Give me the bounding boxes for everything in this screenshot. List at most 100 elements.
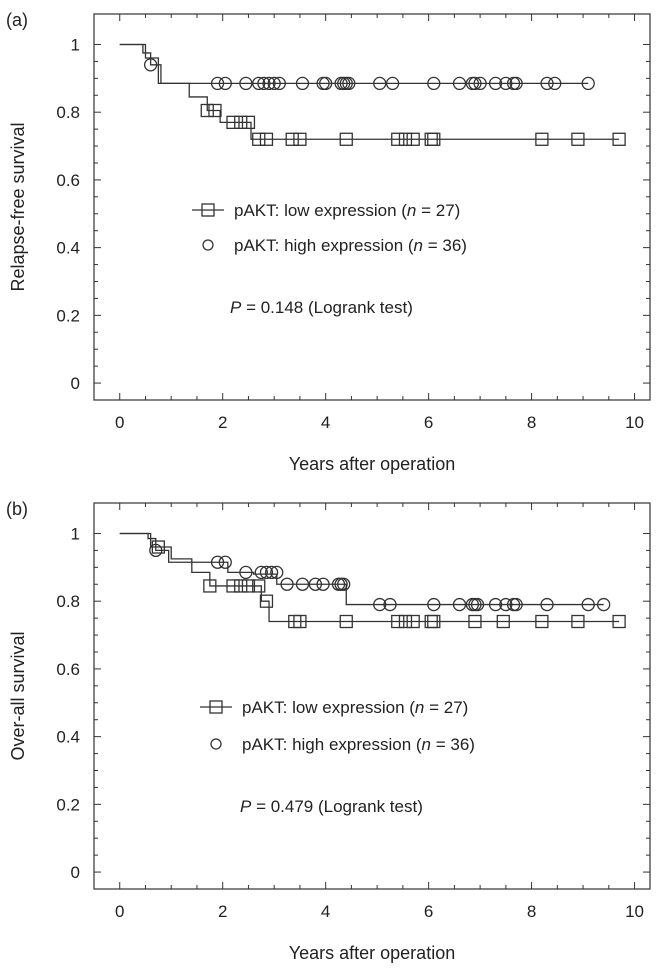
censor-marker-square bbox=[571, 614, 585, 629]
overall-survival-panel: (b) 0 2 4 6 8 10 0 0.2 0.4 0.6 0.8 1 Years after oper… bbox=[0, 489, 665, 978]
y-tick-label: 0.8 bbox=[56, 592, 80, 611]
y-tick-label: 0.4 bbox=[56, 239, 80, 258]
x-tick-label: 4 bbox=[321, 413, 330, 432]
censor-marker-square bbox=[226, 579, 240, 593]
censor-marker-circle bbox=[452, 597, 467, 612]
legend: pAKT: low expression (n = 27) pAKT: high … bbox=[200, 698, 475, 754]
y-tick-label: 0 bbox=[71, 863, 80, 882]
censor-marker-circle bbox=[499, 597, 513, 612]
y-tick-label: 0.6 bbox=[56, 660, 80, 679]
censor-marker-square bbox=[468, 614, 482, 629]
censor-marker-square bbox=[339, 132, 353, 146]
legend: pAKT: low expression (n = 27) pAKT: high … bbox=[192, 201, 467, 255]
overall-survival-chart: (b) 0 2 4 6 8 10 0 0.2 0.4 0.6 0.8 1 Years after oper… bbox=[6, 499, 651, 963]
survival-step-line bbox=[119, 532, 620, 623]
censor-marker-circle bbox=[210, 555, 225, 569]
y-tick-label: 0.6 bbox=[56, 171, 80, 190]
censor-marker-square bbox=[208, 103, 222, 118]
survival-step-line bbox=[119, 532, 604, 606]
censor-marker-circle bbox=[264, 565, 279, 580]
x-tick-label: 10 bbox=[625, 902, 644, 921]
x-tick-label: 0 bbox=[115, 413, 124, 432]
censor-marker-circle bbox=[218, 76, 232, 91]
legend-circle-marker bbox=[202, 239, 214, 251]
censor-marker-square bbox=[259, 594, 274, 608]
censor-marker-square bbox=[427, 614, 441, 629]
censor-marker-circle bbox=[373, 597, 387, 612]
censor-marker-circle bbox=[252, 76, 266, 91]
censor-marker-square bbox=[406, 614, 420, 629]
y-tick-label: 0.8 bbox=[56, 103, 80, 122]
censor-marker-square bbox=[293, 132, 307, 146]
censor-marker-square bbox=[535, 132, 549, 146]
plot-frame bbox=[93, 502, 651, 890]
x-axis-label: Years after operation bbox=[289, 454, 455, 474]
censor-marker-circle bbox=[383, 597, 397, 612]
censor-marker-square bbox=[241, 579, 256, 593]
censor-marker-circle bbox=[295, 577, 310, 591]
censor-marker-circle bbox=[473, 76, 487, 91]
series-high-expression bbox=[119, 532, 611, 612]
censor-marker-square bbox=[496, 614, 510, 629]
y-tick-label: 1 bbox=[71, 35, 80, 54]
censor-marker-circle bbox=[337, 577, 351, 591]
x-tick-label: 2 bbox=[218, 413, 227, 432]
censor-marker-circle bbox=[257, 76, 271, 91]
legend-label: pAKT: high expression (n = 36) bbox=[234, 236, 467, 255]
censor-marker-square bbox=[151, 540, 166, 554]
censor-marker-circle bbox=[452, 76, 467, 91]
y-axis-label: Relapse-free survival bbox=[8, 122, 28, 291]
series-low-expression bbox=[119, 532, 626, 629]
censor-marker-circle bbox=[488, 76, 503, 91]
censor-marker-circle bbox=[319, 76, 333, 91]
censor-marker-circle bbox=[470, 597, 485, 612]
censor-marker-circle bbox=[218, 555, 232, 569]
censor-marker-circle bbox=[581, 76, 595, 91]
censor-marker-circle bbox=[499, 76, 513, 91]
censor-marker-circle bbox=[385, 76, 400, 91]
legend-label: pAKT: high expression (n = 36) bbox=[242, 735, 475, 754]
censor-marker-circle bbox=[342, 76, 356, 91]
censor-marker-circle bbox=[272, 76, 286, 91]
censor-marker-circle bbox=[597, 597, 611, 612]
censor-marker-circle bbox=[267, 76, 281, 91]
censor-marker-square bbox=[339, 614, 353, 629]
censor-marker-circle bbox=[468, 76, 482, 91]
censor-marker-square bbox=[391, 614, 405, 629]
relapse-free-survival-panel: (a) 0 2 4 6 8 10 0 0.2 0.4 0.6 0.8 1 Years after oper… bbox=[6, 10, 651, 474]
censor-marker-circle bbox=[427, 76, 441, 91]
legend-label: pAKT: low expression (n = 27) bbox=[234, 201, 460, 220]
x-tick-label: 4 bbox=[321, 902, 330, 921]
censor-marker-square bbox=[241, 115, 256, 130]
series-high-expression bbox=[119, 43, 595, 91]
censor-marker-circle bbox=[270, 565, 284, 580]
censor-marker-circle bbox=[373, 76, 387, 91]
censor-marker-square bbox=[535, 614, 549, 629]
censor-marker-square bbox=[427, 132, 441, 146]
legend-square-marker bbox=[209, 700, 223, 714]
axes: 0 2 4 6 8 10 0 0.2 0.4 0.6 0.8 1 bbox=[56, 14, 650, 432]
logrank-annotation: P = 0.479 (Logrank test) bbox=[240, 797, 423, 816]
censor-marker-circle bbox=[548, 76, 562, 91]
censor-marker-square bbox=[252, 132, 266, 146]
censor-marker-square bbox=[259, 132, 274, 146]
y-axis-label: Over-all survival bbox=[8, 631, 28, 760]
legend-square-marker bbox=[201, 203, 215, 217]
y-tick-label: 0 bbox=[71, 374, 80, 393]
censor-marker-circle bbox=[316, 577, 330, 591]
censor-marker-circle bbox=[509, 597, 523, 612]
censor-marker-circle bbox=[308, 577, 323, 591]
censor-marker-square bbox=[391, 132, 405, 146]
series-low-expression bbox=[119, 43, 626, 146]
axes: 0 2 4 6 8 10 0 0.2 0.4 0.6 0.8 1 bbox=[56, 503, 650, 921]
censor-marker-circle bbox=[295, 76, 310, 91]
censor-marker-square bbox=[398, 614, 413, 629]
survival-step-line bbox=[119, 43, 620, 140]
censor-marker-square bbox=[571, 132, 585, 146]
censor-marker-circle bbox=[239, 76, 253, 91]
censor-marker-circle bbox=[259, 565, 274, 580]
censor-marker-circle bbox=[427, 597, 441, 612]
x-tick-label: 2 bbox=[218, 902, 227, 921]
censor-marker-square bbox=[406, 132, 420, 146]
plot-frame bbox=[93, 13, 651, 401]
